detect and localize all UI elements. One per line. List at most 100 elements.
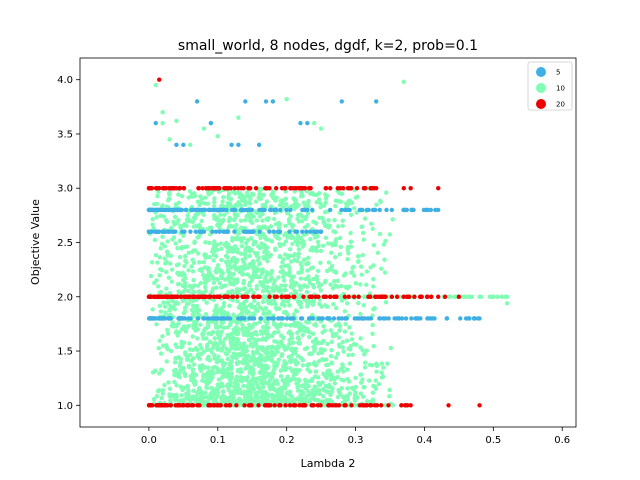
series-10-point <box>358 264 364 269</box>
series-10-point <box>221 363 226 369</box>
series-10-point <box>225 255 230 260</box>
series-10-point <box>383 300 389 305</box>
series-10-point <box>364 269 370 274</box>
y-tick-label: 2.0 <box>57 292 73 303</box>
series-10-point <box>160 391 166 396</box>
series-10-point <box>261 311 266 317</box>
series-10-point <box>287 341 292 347</box>
series-10-point <box>252 321 257 327</box>
series-10-point <box>172 360 178 365</box>
series-10-point <box>301 396 307 402</box>
series-10-point <box>388 345 394 351</box>
series-10-point <box>171 368 177 373</box>
series-10-point <box>293 238 298 244</box>
series-10-point <box>293 361 298 366</box>
series-10-point <box>274 378 279 383</box>
series-10-point <box>221 325 227 331</box>
series-10-point <box>285 235 290 240</box>
series-10-point <box>332 279 337 284</box>
series-10-point <box>165 239 170 244</box>
series-5-point <box>316 316 322 321</box>
series-10-point <box>190 370 196 376</box>
series-20-point <box>223 403 229 408</box>
series-10-point <box>317 391 322 397</box>
series-20-point <box>205 186 211 191</box>
series-10-point <box>345 245 350 251</box>
series-10-point <box>376 381 382 387</box>
series-20-point <box>255 294 260 299</box>
series-10-point <box>234 384 239 389</box>
series-10-point <box>186 388 191 394</box>
series-10-point <box>254 283 260 289</box>
series-10-point <box>263 256 269 261</box>
series-10-point <box>347 361 353 366</box>
series-10-point <box>274 286 280 292</box>
series-10-point <box>253 350 258 355</box>
series-20-point <box>283 403 288 408</box>
series-10-point <box>302 225 308 230</box>
series-10-point <box>161 300 166 305</box>
series-10-point <box>205 365 211 370</box>
series-10-point <box>385 361 390 366</box>
series-5-point <box>199 207 204 213</box>
series-10-point <box>329 263 335 269</box>
series-10-point <box>313 374 318 379</box>
series-20-point <box>264 403 269 408</box>
series-10-point <box>359 224 364 230</box>
series-10-point <box>329 347 334 353</box>
series-10-point <box>165 252 171 257</box>
series-10-point <box>264 199 270 204</box>
series-10-point <box>290 375 296 381</box>
series-10-point <box>218 241 223 246</box>
series-10-point <box>251 355 257 361</box>
series-20-point <box>446 403 451 408</box>
series-5-point <box>284 207 289 213</box>
series-5-point <box>236 142 241 148</box>
series-10-point <box>341 378 346 383</box>
series-10-point <box>246 310 252 315</box>
series-10-point <box>319 399 325 404</box>
series-10-point <box>302 377 308 383</box>
series-10-point <box>199 398 205 403</box>
series-5-point <box>409 316 414 321</box>
series-10-point <box>297 283 302 289</box>
series-5-point <box>293 229 298 234</box>
series-10-point <box>260 325 266 330</box>
series-10-point <box>211 203 217 209</box>
series-10-point <box>238 218 244 223</box>
series-10-point <box>267 382 272 387</box>
series-10-point <box>244 360 249 366</box>
series-20-point <box>351 294 357 299</box>
series-10-point <box>333 242 338 248</box>
series-20-point <box>190 294 195 299</box>
series-10-point <box>302 257 307 262</box>
series-10-point <box>224 351 230 357</box>
series-10-point <box>201 372 206 377</box>
series-10-point <box>244 354 250 360</box>
series-10-point <box>336 388 341 393</box>
series-5-point <box>463 316 469 321</box>
series-10-point <box>252 250 257 256</box>
series-10-point <box>358 380 364 385</box>
series-10-point <box>171 235 177 240</box>
series-10-point <box>212 308 217 314</box>
series-10-point <box>354 210 359 215</box>
series-5-point <box>168 316 173 321</box>
series-10-point <box>300 214 305 219</box>
series-10-point <box>243 248 248 254</box>
series-10-point <box>295 353 301 359</box>
series-10-point <box>193 379 198 384</box>
series-10-point <box>203 312 209 317</box>
series-10-point <box>265 350 270 355</box>
series-20-point <box>378 403 384 408</box>
series-20-point <box>154 403 159 408</box>
series-10-point <box>204 385 210 391</box>
series-10-point <box>211 312 217 318</box>
series-10-point <box>262 316 268 321</box>
series-10-point <box>210 249 215 254</box>
series-10-point <box>169 225 174 231</box>
series-10-point <box>183 284 188 289</box>
series-10-point <box>296 251 302 256</box>
series-10-point <box>371 263 376 268</box>
